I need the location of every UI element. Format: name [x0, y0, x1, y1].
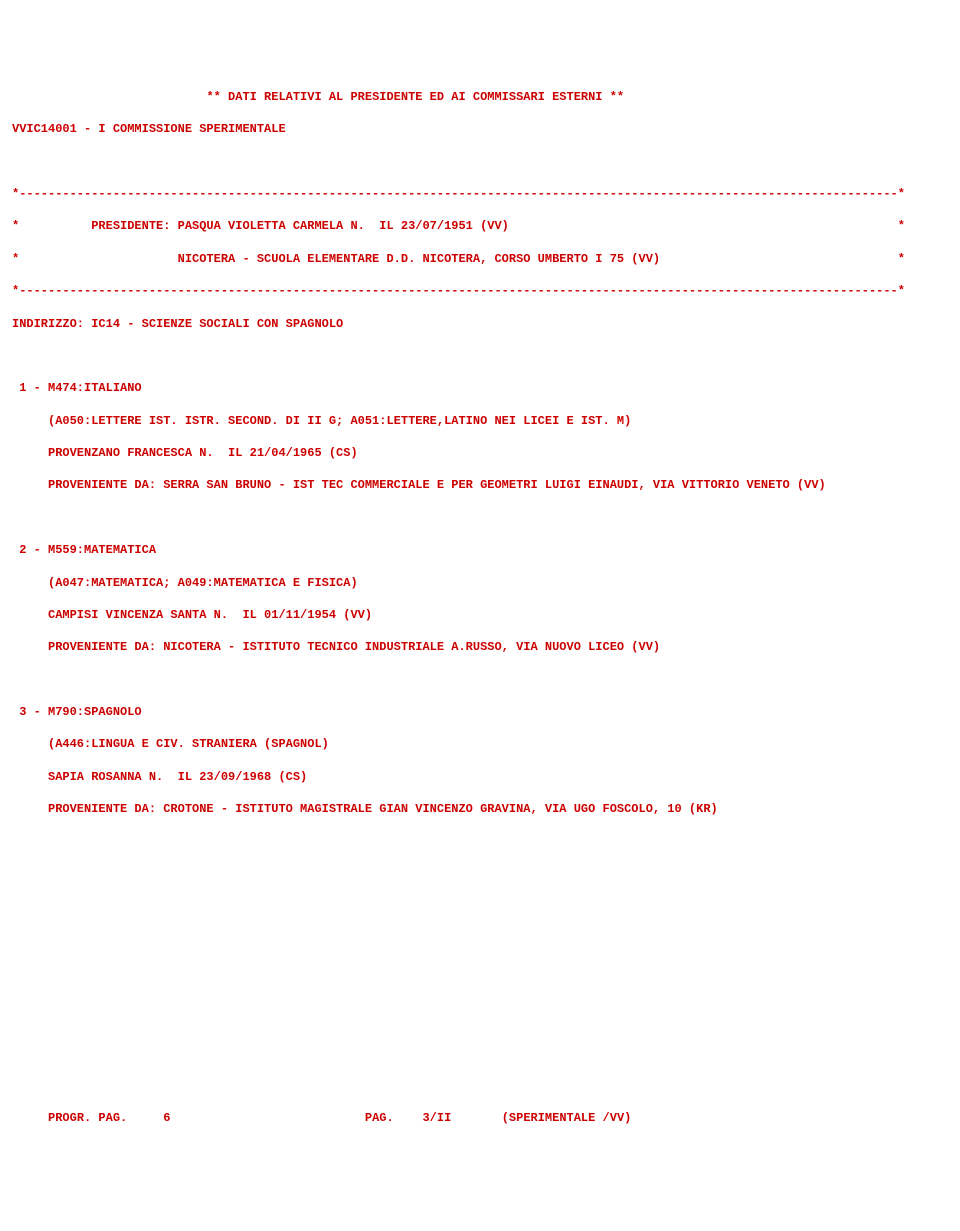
blank-line [12, 672, 948, 688]
blank-line [12, 348, 948, 364]
item-2-line-1: 2 - M559:MATEMATICA [12, 542, 948, 558]
item-3-line-1: 3 - M790:SPAGNOLO [12, 704, 948, 720]
item-3-line-4: PROVENIENTE DA: CROTONE - ISTITUTO MAGIS… [12, 801, 948, 817]
header-title: ** DATI RELATIVI AL PRESIDENTE ED AI COM… [206, 90, 624, 104]
footer-label: (SPERIMENTALE /VV) [502, 1111, 632, 1125]
commission-line: VVIC14001 - I COMMISSIONE SPERIMENTALE [12, 121, 948, 137]
item-1-line-3: PROVENZANO FRANCESCA N. IL 21/04/1965 (C… [12, 445, 948, 461]
item-2-line-2: (A047:MATEMATICA; A049:MATEMATICA E FISI… [12, 575, 948, 591]
box-line-1: * PRESIDENTE: PASQUA VIOLETTA CARMELA N.… [12, 218, 948, 234]
item-1-line-4: PROVENIENTE DA: SERRA SAN BRUNO - IST TE… [12, 477, 948, 493]
blank-line [12, 510, 948, 526]
footer-line: PROGR. PAG. 6 PAG. 3/II (SPERIMENTALE /V… [12, 1110, 948, 1126]
spacer [12, 834, 948, 1094]
footer-progr: PROGR. PAG. 6 [48, 1111, 170, 1125]
item-3-line-3: SAPIA ROSANNA N. IL 23/09/1968 (CS) [12, 769, 948, 785]
item-3-line-2: (A446:LINGUA E CIV. STRANIERA (SPAGNOL) [12, 736, 948, 752]
box-line-2: * NICOTERA - SCUOLA ELEMENTARE D.D. NICO… [12, 251, 948, 267]
footer-pag: PAG. 3/II [365, 1111, 451, 1125]
item-2-line-4: PROVENIENTE DA: NICOTERA - ISTITUTO TECN… [12, 639, 948, 655]
item-2-line-3: CAMPISI VINCENZA SANTA N. IL 01/11/1954 … [12, 607, 948, 623]
item-1-line-2: (A050:LETTERE IST. ISTR. SECOND. DI II G… [12, 413, 948, 429]
blank-line [12, 154, 948, 170]
document-body: ** DATI RELATIVI AL PRESIDENTE ED AI COM… [12, 73, 948, 1142]
item-1-line-1: 1 - M474:ITALIANO [12, 380, 948, 396]
box-bottom-border: *---------------------------------------… [12, 283, 948, 299]
title-line: ** DATI RELATIVI AL PRESIDENTE ED AI COM… [12, 89, 948, 105]
box-top-border: *---------------------------------------… [12, 186, 948, 202]
indirizzo-line: INDIRIZZO: IC14 - SCIENZE SOCIALI CON SP… [12, 316, 948, 332]
